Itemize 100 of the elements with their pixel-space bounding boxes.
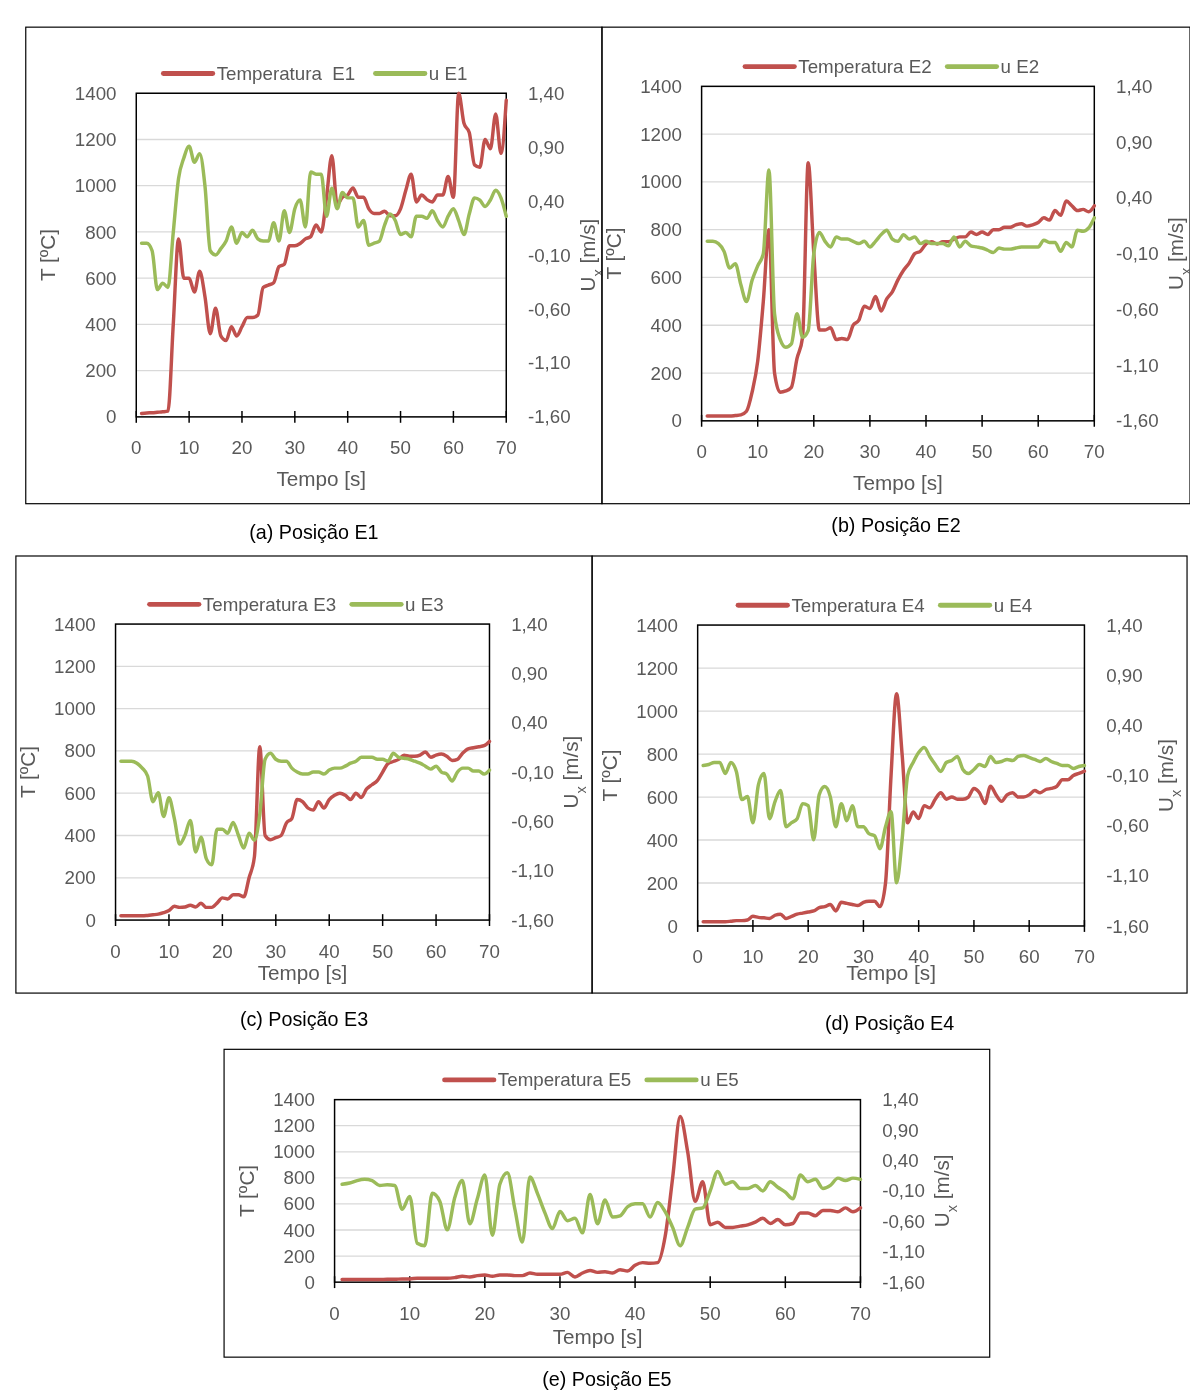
x-tick-label: 0 xyxy=(696,441,707,463)
y-tick-label: 800 xyxy=(650,219,682,241)
y-tick-label: 800 xyxy=(64,740,96,762)
x-tick-label: 30 xyxy=(284,437,306,459)
line-series xyxy=(119,751,492,867)
y2-tick-label: -1,10 xyxy=(511,860,554,882)
y-tick-label: 0 xyxy=(106,406,117,428)
x-tick-label: 30 xyxy=(549,1302,571,1324)
y-tick-label: 1200 xyxy=(636,657,678,679)
y2-tick-label: 1,40 xyxy=(527,82,565,104)
legend-label: Temperatura E3 xyxy=(202,593,337,615)
legend-label: u E3 xyxy=(405,593,444,615)
y-tick-label: 1200 xyxy=(54,655,96,677)
y2-tick-label: 0,90 xyxy=(511,662,548,684)
y-tick-label: 600 xyxy=(64,782,96,804)
y-tick-label: 600 xyxy=(85,267,117,289)
text: (e) Posição E5 xyxy=(542,1367,672,1390)
x-tick-label: 70 xyxy=(495,437,517,459)
legend-label: Temperatura E5 xyxy=(497,1069,632,1091)
y2-tick-label: -1,60 xyxy=(1116,410,1159,432)
x-tick-label: 20 xyxy=(474,1302,496,1324)
y2-tick-label: -0,10 xyxy=(1116,243,1159,265)
x-tick-label: 30 xyxy=(859,441,881,463)
x-tick-label: 20 xyxy=(211,940,233,962)
y2-tick-label: 0,40 xyxy=(882,1150,919,1172)
x-axis-title: Tempo [s] xyxy=(257,961,348,985)
y2-tick-label: -1,60 xyxy=(511,909,554,931)
x-tick-label: 10 xyxy=(399,1302,421,1324)
y2-tick-label: 0,90 xyxy=(1116,131,1153,153)
y2-tick-label: 0,90 xyxy=(527,136,565,158)
y2-tick-label: -1,60 xyxy=(1106,915,1149,937)
legend-label: u E4 xyxy=(993,594,1033,616)
text: (a) Posição E1 xyxy=(249,521,379,544)
y2-tick-label: 0,40 xyxy=(527,190,565,212)
line-series xyxy=(139,91,508,416)
x-tick-label: 60 xyxy=(1018,946,1040,968)
y2-tick-label: 1,40 xyxy=(882,1089,919,1111)
y2-tick-label: -1,10 xyxy=(527,352,571,374)
x-tick-label: 20 xyxy=(797,946,819,968)
y2-tick-label: 0,40 xyxy=(511,712,548,734)
legend-label: u E1 xyxy=(428,63,468,85)
y-tick-label: 600 xyxy=(650,267,682,289)
y2-tick-label: 1,40 xyxy=(1106,614,1143,636)
y-tick-label: 1400 xyxy=(54,613,96,635)
x-axis-title: Tempo [s] xyxy=(853,470,943,494)
x-tick-label: 70 xyxy=(1083,441,1105,463)
x-tick-label: 0 xyxy=(692,946,703,968)
y2-tick-label: -1,10 xyxy=(1116,354,1159,376)
legend-label: u E2 xyxy=(1000,56,1040,78)
x-tick-label: 50 xyxy=(971,441,993,463)
text: (c) Posição E3 xyxy=(239,1007,369,1030)
y2-tick-label: -0,60 xyxy=(1116,298,1159,320)
x-tick-label: 10 xyxy=(178,437,200,459)
x-tick-label: 0 xyxy=(131,437,142,459)
x-tick-label: 20 xyxy=(231,437,253,459)
x-tick-label: 40 xyxy=(915,441,937,463)
legend-label: Temperatura E1 xyxy=(216,63,356,85)
y-tick-label: 1000 xyxy=(74,175,117,197)
y2-tick-label: -0,10 xyxy=(1106,765,1149,787)
x-tick-label: 10 xyxy=(747,441,769,463)
legend-label: u E5 xyxy=(700,1069,739,1091)
line-series xyxy=(701,692,1087,924)
y-axis-title: T [ºC] xyxy=(15,746,39,799)
line-series xyxy=(340,1114,863,1282)
y-tick-label: 400 xyxy=(650,314,682,336)
y-tick-label: 0 xyxy=(667,915,678,937)
y-tick-label: 200 xyxy=(85,360,117,382)
x-axis-title: Tempo [s] xyxy=(552,1325,643,1349)
y2-tick-label: -0,60 xyxy=(511,810,554,832)
y-tick-label: 800 xyxy=(283,1167,315,1189)
text: (b) Posição E2 xyxy=(831,514,961,537)
line-series xyxy=(701,745,1087,885)
y-tick-label: 600 xyxy=(646,786,678,808)
y-tick-label: 0 xyxy=(304,1271,315,1293)
y-tick-label: 1400 xyxy=(273,1089,315,1111)
y-tick-label: 1200 xyxy=(273,1115,315,1137)
x-tick-label: 10 xyxy=(158,940,180,962)
y-axis-title: T [ºC] xyxy=(597,749,621,802)
x-tick-label: 10 xyxy=(742,946,764,968)
y-tick-label: 1200 xyxy=(640,123,682,145)
y2-tick-label: -1,60 xyxy=(882,1271,925,1293)
y2-tick-label: 0,90 xyxy=(1106,664,1143,686)
y-axis-title: T [ºC] xyxy=(601,227,625,280)
x-tick-label: 70 xyxy=(1074,946,1095,968)
x-tick-label: 30 xyxy=(265,940,287,962)
x-tick-label: 0 xyxy=(329,1302,340,1324)
y2-tick-label: -0,10 xyxy=(527,244,571,266)
line-series xyxy=(705,161,1097,418)
x-tick-label: 50 xyxy=(390,437,411,459)
legend-label: Temperatura E4 xyxy=(791,594,925,616)
y-tick-label: 1000 xyxy=(636,700,678,722)
y2-tick-label: 1,40 xyxy=(1116,75,1153,97)
y-tick-label: 800 xyxy=(646,743,678,765)
y-tick-label: 1000 xyxy=(54,698,96,720)
y-tick-label: 0 xyxy=(671,410,682,432)
y2-tick-label: -1,10 xyxy=(1106,865,1149,887)
y2-tick-label: 0,40 xyxy=(1106,714,1143,736)
y-tick-label: 400 xyxy=(283,1219,315,1241)
y-tick-label: 1400 xyxy=(640,75,682,97)
line-series xyxy=(340,1169,863,1248)
